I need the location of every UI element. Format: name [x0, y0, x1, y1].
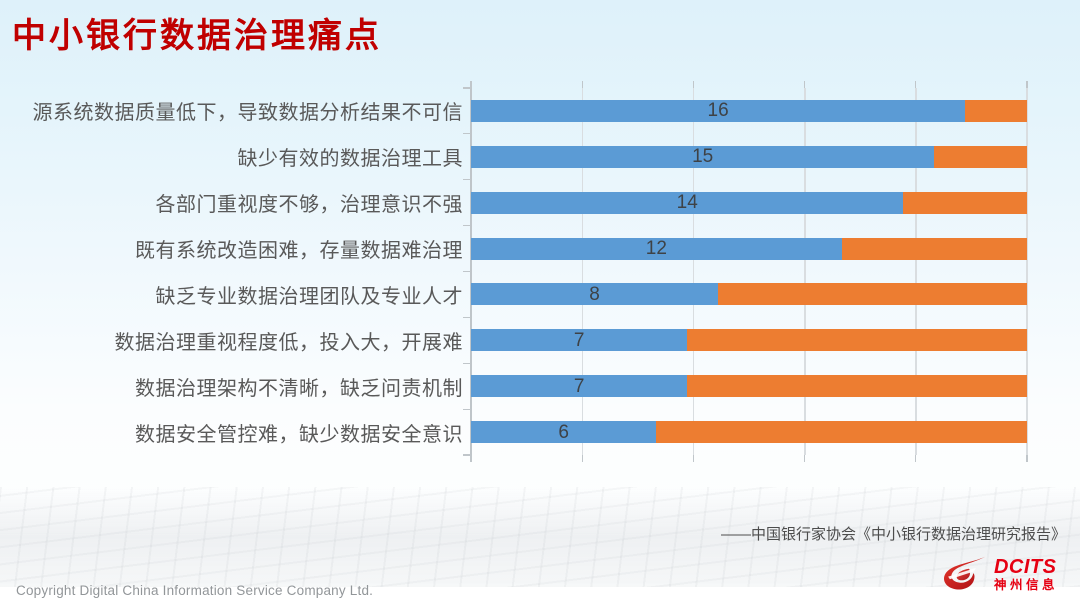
dcits-logo: DCITS 神州信息	[936, 553, 1058, 595]
bar-track: 16	[471, 99, 1027, 122]
bar-orange-segment	[718, 283, 1027, 306]
bar-value-label: 12	[645, 238, 667, 260]
chart-row: 数据治理架构不清晰，缺乏问责机制 7	[8, 363, 1028, 409]
bar-blue-segment: 14	[471, 191, 904, 214]
bar-value-label: 14	[676, 192, 698, 214]
category-label: 数据治理架构不清晰，缺乏问责机制	[135, 377, 463, 400]
wave-pattern-decoration	[0, 487, 1080, 587]
bar-blue-segment: 16	[471, 99, 966, 122]
category-label: 缺乏专业数据治理团队及专业人才	[155, 285, 463, 308]
category-label: 各部门重视度不够，治理意识不强	[155, 194, 463, 217]
bar-value-label: 6	[558, 421, 569, 443]
chart-row: 既有系统改造困难，存量数据难治理 12	[8, 226, 1028, 272]
category-label: 数据治理重视程度低，投入大，开展难	[114, 331, 463, 354]
bar-value-label: 7	[573, 375, 585, 397]
axis-tick	[915, 455, 917, 462]
source-citation: ——中国银行家协会《中小银行数据治理研究报告》	[720, 526, 1066, 543]
bar-blue-segment: 7	[471, 329, 688, 352]
bar-orange-segment	[687, 375, 1027, 398]
copyright-text: Copyright Digital China Information Serv…	[16, 583, 374, 598]
bar-orange-segment	[965, 99, 1027, 122]
axis-tick	[581, 81, 583, 88]
bar-blue-segment: 6	[471, 421, 657, 444]
bar-orange-segment	[687, 329, 1027, 352]
axis-tick	[692, 81, 694, 88]
bar-track: 6	[471, 421, 1027, 444]
page-title: 中小银行数据治理痛点	[12, 17, 382, 55]
bar-orange-segment	[934, 145, 1027, 168]
logo-text-block: DCITS 神州信息	[994, 557, 1058, 592]
axis-tick	[470, 81, 472, 88]
axis-tick	[692, 455, 694, 462]
axis-tick	[915, 81, 917, 88]
chart-rows: 源系统数据质量低下，导致数据分析结果不可信 16 缺少有效的数据治理工具 15 各部门重…	[8, 88, 1028, 455]
axis-tick	[804, 455, 806, 462]
dcits-swirl-icon	[943, 556, 986, 590]
bar-value-label: 8	[589, 283, 600, 305]
axis-tick	[1026, 81, 1028, 88]
chart-row: 数据治理重视程度低，投入大，开展难 7	[8, 317, 1028, 363]
axis-tick	[581, 455, 583, 462]
axis-tick	[804, 81, 806, 88]
bar-track: 8	[471, 283, 1027, 306]
chart-row: 源系统数据质量低下，导致数据分析结果不可信 16	[8, 88, 1028, 134]
category-label: 既有系统改造困难，存量数据难治理	[135, 240, 463, 263]
chart-row: 各部门重视度不够，治理意识不强 14	[8, 180, 1028, 226]
bar-orange-segment	[841, 237, 1027, 260]
category-label: 缺少有效的数据治理工具	[237, 148, 463, 171]
bar-track: 12	[471, 237, 1027, 260]
chart-row: 缺乏专业数据治理团队及专业人才 8	[8, 272, 1028, 318]
bar-orange-segment	[903, 191, 1027, 214]
bar-track: 15	[471, 145, 1027, 168]
axis-tick	[1026, 455, 1028, 462]
bar-blue-segment: 12	[471, 237, 842, 260]
bar-blue-segment: 15	[471, 145, 935, 168]
bar-track: 7	[471, 375, 1027, 398]
pain-points-stacked-bar-chart: 源系统数据质量低下，导致数据分析结果不可信 16 缺少有效的数据治理工具 15 各部门重…	[8, 81, 1028, 462]
logo-brand-chinese-text: 神州信息	[993, 577, 1058, 592]
axis-tick	[470, 455, 472, 462]
bar-value-label: 15	[692, 146, 714, 168]
bar-value-label: 16	[707, 100, 729, 122]
chart-row: 数据安全管控难，缺少数据安全意识 6	[8, 409, 1028, 455]
logo-brand-text: DCITS	[993, 555, 1057, 578]
bar-value-label: 7	[573, 329, 585, 351]
bar-track: 7	[471, 329, 1027, 352]
bar-orange-segment	[656, 421, 1027, 444]
category-label: 数据安全管控难，缺少数据安全意识	[135, 423, 463, 446]
bar-blue-segment: 8	[471, 283, 719, 306]
category-label: 源系统数据质量低下，导致数据分析结果不可信	[32, 102, 463, 125]
bar-track: 14	[471, 191, 1027, 214]
chart-row: 缺少有效的数据治理工具 15	[8, 134, 1028, 180]
bar-blue-segment: 7	[471, 375, 688, 398]
